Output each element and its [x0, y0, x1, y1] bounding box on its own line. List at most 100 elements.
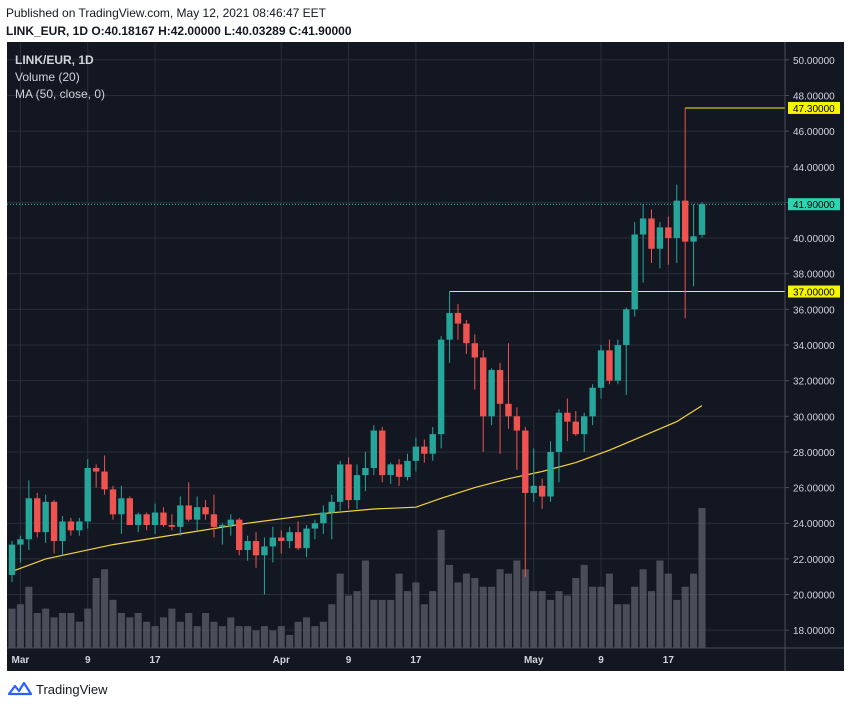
- published-line: Published on TradingView.com, May 12, 20…: [6, 6, 326, 20]
- volume-bar: [605, 573, 613, 648]
- candle: [303, 525, 310, 558]
- candle: [606, 339, 613, 385]
- candle: [572, 410, 579, 436]
- candle: [244, 535, 251, 561]
- candle: [294, 521, 302, 550]
- volume-bar: [294, 621, 302, 648]
- volume-bar: [513, 560, 521, 648]
- volume-bar: [370, 599, 378, 648]
- price-tick-label: 18.00000: [793, 626, 835, 637]
- candle-body: [328, 501, 335, 513]
- candle: [698, 202, 706, 238]
- candle-body: [572, 421, 579, 435]
- price-tick-label: 40.00000: [793, 234, 835, 245]
- tradingview-brand: TradingView: [36, 681, 108, 697]
- candle-body: [673, 200, 680, 239]
- candle: [311, 519, 319, 540]
- volume-bar: [176, 621, 184, 648]
- candle-body: [656, 227, 664, 249]
- time-tick-label: 17: [149, 655, 161, 666]
- candle: [454, 304, 462, 340]
- volume-bar: [664, 573, 672, 648]
- volume-bar: [572, 578, 580, 648]
- candle: [648, 209, 655, 264]
- volume-bar: [168, 608, 176, 648]
- tradingview-logo-icon: [8, 681, 32, 696]
- volume-bar: [159, 617, 167, 648]
- volume-bar: [218, 626, 226, 648]
- candle: [320, 505, 327, 534]
- volume-bar: [488, 586, 496, 648]
- candle: [395, 459, 403, 486]
- price-axis-bg: [785, 42, 844, 671]
- volume-bar: [25, 586, 33, 648]
- candle: [185, 482, 192, 522]
- volume-bar: [454, 582, 462, 648]
- ma-50-line: [11, 405, 703, 572]
- candle-body: [362, 467, 369, 476]
- candle-body: [589, 387, 596, 417]
- candle-body: [84, 467, 91, 522]
- candle: [538, 478, 546, 509]
- candle-body: [454, 312, 462, 324]
- candle-body: [379, 430, 386, 476]
- candle-body: [50, 501, 58, 542]
- time-tick-label: 9: [85, 655, 91, 666]
- candle: [59, 516, 66, 556]
- price-tick-label: 30.00000: [793, 412, 835, 423]
- volume-bar: [134, 613, 142, 648]
- candle: [168, 514, 176, 531]
- candle-body: [597, 350, 605, 388]
- volume-bar: [395, 573, 403, 648]
- volume-bar: [690, 573, 698, 648]
- volume-bar: [227, 617, 235, 648]
- candle: [404, 453, 411, 481]
- volume-bar: [286, 634, 294, 648]
- candle-body: [530, 485, 537, 493]
- candle-body: [623, 309, 630, 345]
- price-tick-label: 32.00000: [793, 377, 835, 388]
- candle: [261, 537, 268, 595]
- price-tick-label: 22.00000: [793, 555, 835, 566]
- time-tick-label: 9: [598, 655, 604, 666]
- candle-body: [34, 498, 41, 533]
- candle-body: [698, 204, 706, 235]
- candle: [614, 339, 622, 385]
- candle: [623, 307, 630, 395]
- candle: [101, 455, 108, 495]
- candle-body: [345, 464, 352, 501]
- candle-body: [210, 514, 218, 527]
- volume-bar: [614, 604, 622, 648]
- candle: [109, 485, 117, 520]
- candle: [126, 496, 134, 526]
- volume-bar: [462, 573, 470, 648]
- candle: [379, 426, 386, 483]
- price-tick-label: 44.00000: [793, 163, 835, 174]
- candle: [421, 439, 428, 463]
- candle: [345, 457, 352, 509]
- volume-bar: [8, 608, 16, 648]
- candle-body: [109, 489, 117, 515]
- candle: [160, 507, 167, 527]
- candle-body: [513, 416, 521, 431]
- price-chart[interactable]: 18.00000 20.00000 22.00000 24.00000 26.00000…: [7, 42, 844, 671]
- price-tick-label: 46.00000: [793, 127, 835, 138]
- volume-bar: [387, 599, 395, 648]
- tradingview-footer[interactable]: TradingView: [8, 679, 108, 699]
- candle-body: [370, 430, 378, 468]
- price-tick-label: 34.00000: [793, 341, 835, 352]
- volume-bar: [75, 621, 83, 648]
- candle: [488, 368, 495, 426]
- volume-bar: [496, 569, 504, 648]
- price-tick-label: 26.00000: [793, 484, 835, 495]
- candle-body: [252, 541, 260, 556]
- candle: [177, 496, 184, 536]
- chart-canvas[interactable]: 18.00000 20.00000 22.00000 24.00000 26.00000…: [7, 42, 844, 671]
- candle-body: [286, 532, 293, 542]
- candle: [597, 345, 605, 399]
- candle: [471, 334, 479, 390]
- candle: [656, 222, 664, 269]
- volume-bar: [504, 573, 512, 648]
- time-tick-label: May: [524, 655, 544, 666]
- volume-bar: [277, 626, 285, 648]
